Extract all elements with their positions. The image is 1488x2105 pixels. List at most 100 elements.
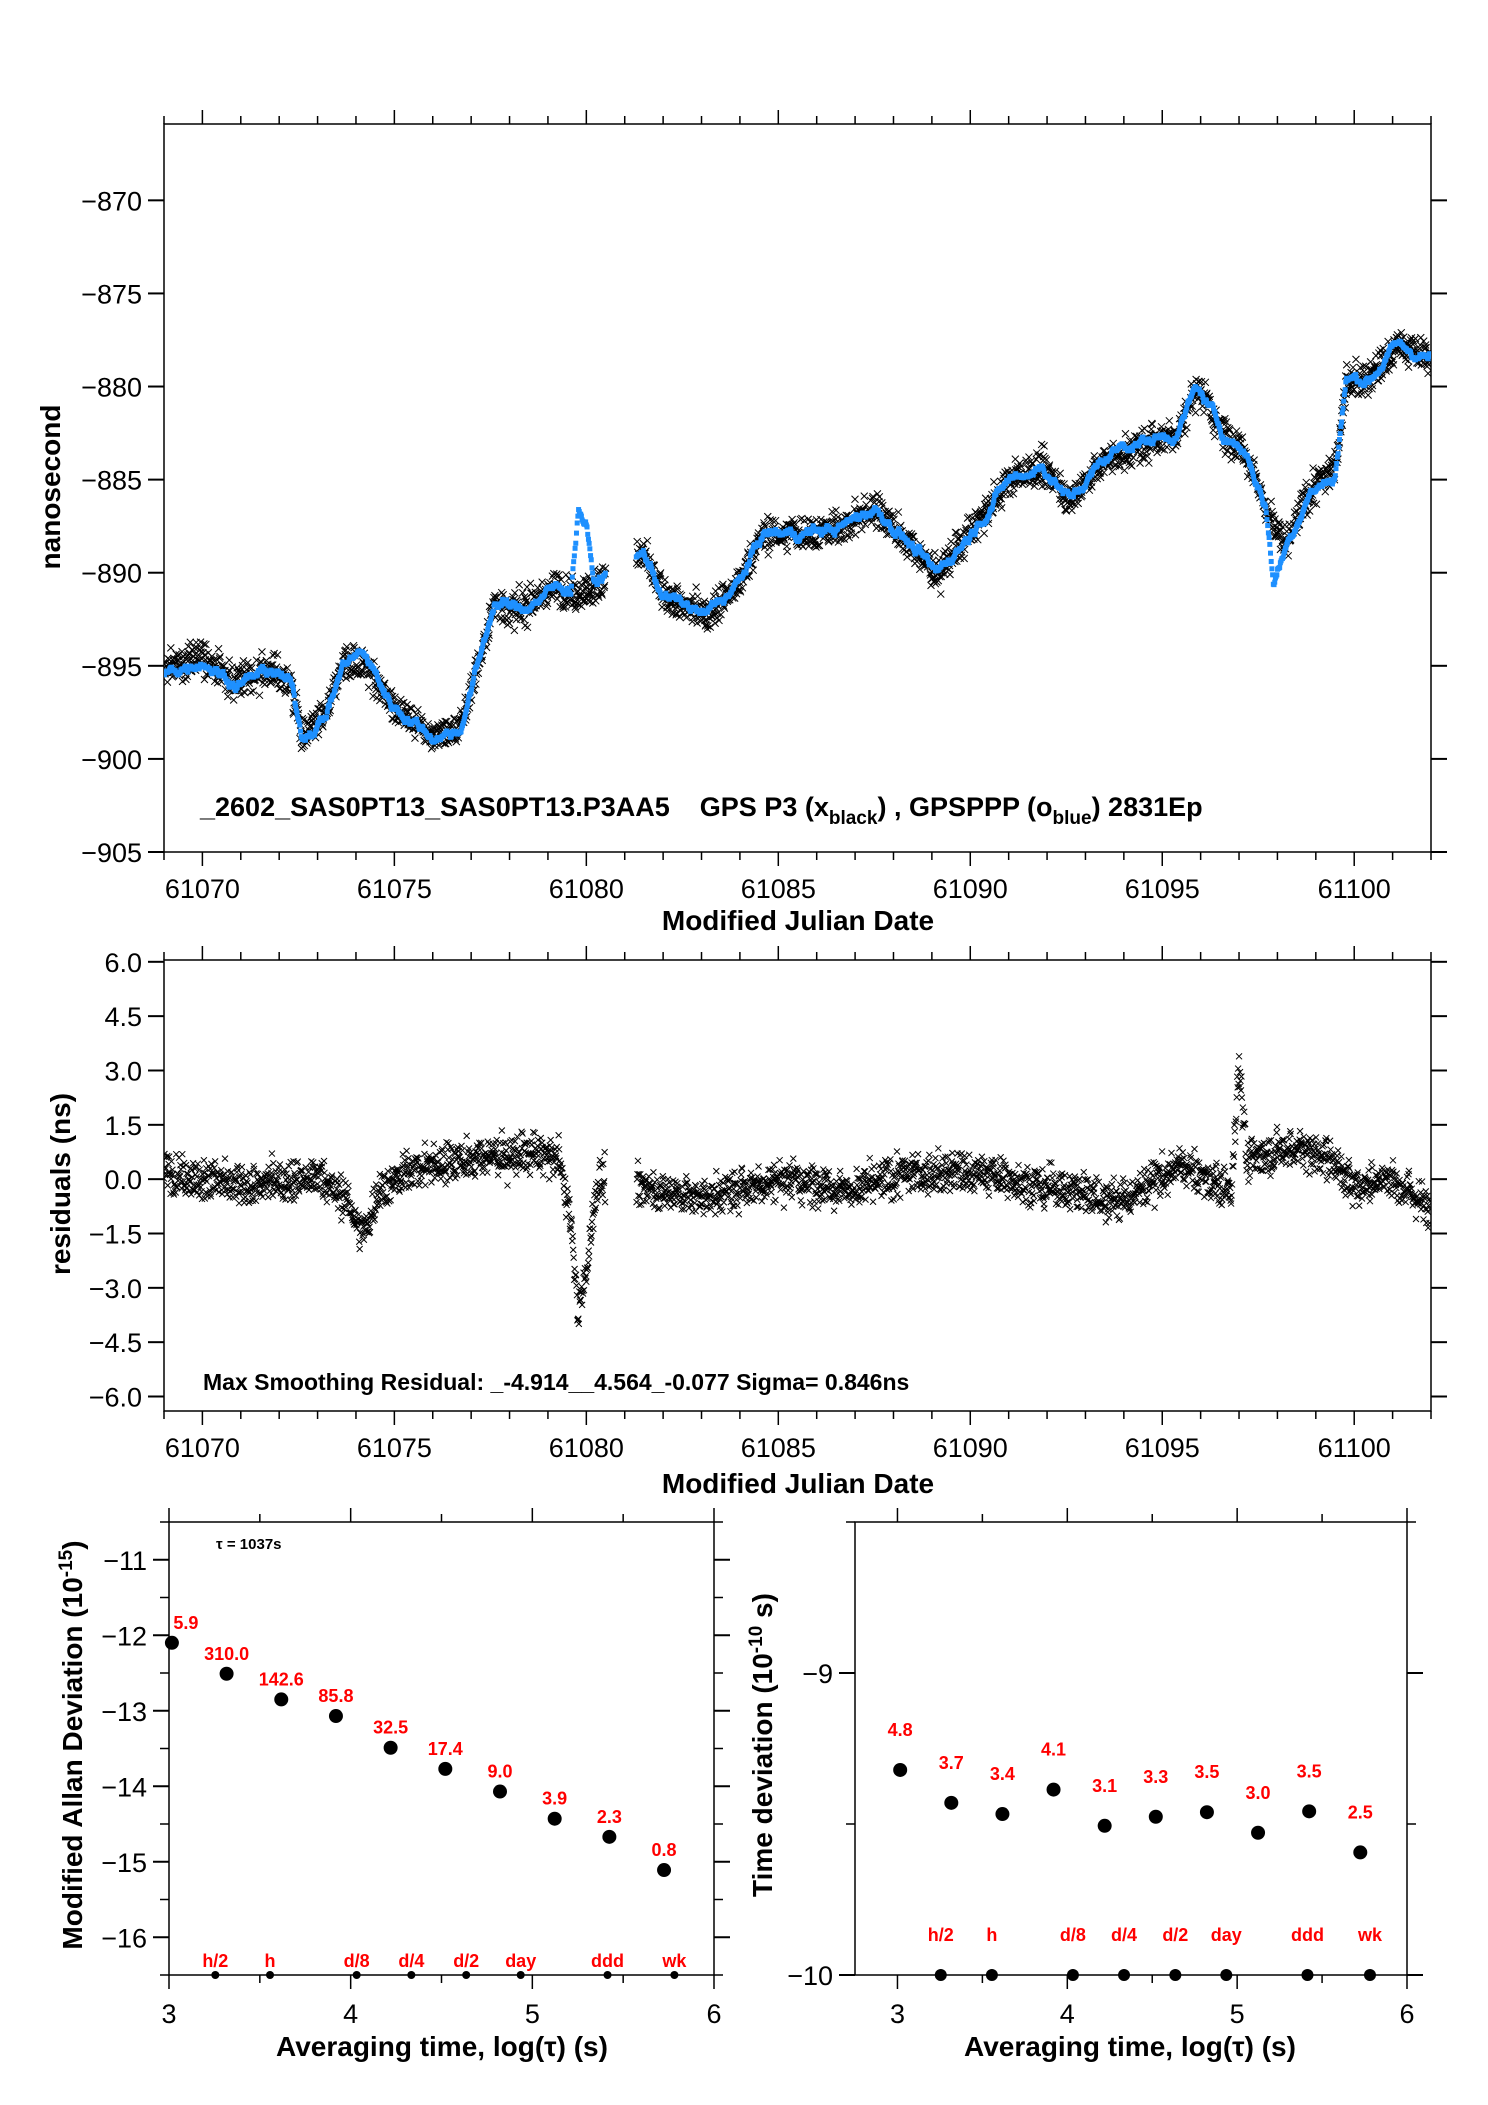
data-point xyxy=(577,602,586,611)
data-point xyxy=(164,1150,168,1158)
data-point xyxy=(478,651,484,657)
data-point xyxy=(763,512,772,521)
data-point xyxy=(487,620,493,626)
y-tick-label: −905 xyxy=(81,838,142,868)
data-point xyxy=(710,609,719,617)
data-point xyxy=(192,1164,200,1171)
data-point xyxy=(207,652,216,661)
data-point xyxy=(368,1190,376,1198)
data-point xyxy=(917,545,923,551)
data-point xyxy=(294,710,300,716)
data-point xyxy=(428,734,434,740)
data-point xyxy=(237,1182,245,1190)
data-point xyxy=(685,601,691,607)
data-point xyxy=(216,652,224,661)
y-tick-label: −6.0 xyxy=(89,1383,142,1413)
data-point xyxy=(1309,499,1318,508)
data-point xyxy=(1108,450,1114,456)
data-point xyxy=(973,535,982,544)
data-point xyxy=(899,531,905,537)
data-point xyxy=(217,1179,225,1186)
data-point xyxy=(1068,499,1077,508)
data-point xyxy=(573,599,582,608)
data-point xyxy=(643,536,652,545)
data-point xyxy=(1256,485,1262,491)
data-point xyxy=(1306,493,1312,499)
data-point xyxy=(291,1172,299,1180)
data-point xyxy=(756,543,762,549)
data-point xyxy=(264,1193,272,1201)
data-point xyxy=(1010,480,1019,488)
data-point xyxy=(318,1163,326,1170)
data-point xyxy=(538,578,547,586)
data-point xyxy=(1127,461,1136,470)
data-point xyxy=(554,571,563,579)
data-point xyxy=(857,525,866,534)
data-point xyxy=(325,1191,333,1199)
data-point xyxy=(1332,473,1338,479)
data-point xyxy=(815,541,824,550)
data-point xyxy=(1280,554,1286,560)
data-point xyxy=(1352,355,1360,364)
data-point xyxy=(218,661,226,670)
data-point xyxy=(302,737,308,743)
data-point xyxy=(1263,504,1269,510)
data-point xyxy=(1212,409,1218,415)
data-point xyxy=(1353,371,1359,377)
data-point xyxy=(291,1169,298,1177)
data-point xyxy=(471,675,477,681)
data-point xyxy=(1312,500,1321,509)
data-point xyxy=(889,510,897,519)
data-point xyxy=(344,1188,351,1196)
data-point xyxy=(661,575,669,584)
data-point xyxy=(1025,453,1033,461)
data-point xyxy=(688,617,697,626)
data-point xyxy=(375,1187,383,1195)
data-point xyxy=(1191,408,1200,417)
data-point xyxy=(1419,337,1428,345)
data-point xyxy=(170,1189,177,1197)
data-point xyxy=(1218,429,1224,435)
data-point xyxy=(1305,496,1311,502)
data-point xyxy=(1089,472,1095,478)
data-point xyxy=(1031,478,1040,487)
data-point xyxy=(279,1192,287,1199)
data-point xyxy=(989,505,995,511)
data-point xyxy=(260,1186,267,1194)
data-point xyxy=(890,515,898,524)
data-point xyxy=(171,1182,179,1190)
data-point xyxy=(1158,445,1166,454)
data-point xyxy=(165,1153,173,1160)
data-point xyxy=(1342,360,1351,369)
data-point xyxy=(387,1196,395,1204)
data-point xyxy=(305,1168,312,1176)
data-point xyxy=(1217,425,1223,431)
data-point xyxy=(1336,444,1342,450)
data-point xyxy=(797,537,803,543)
data-point xyxy=(640,547,646,553)
data-point xyxy=(1321,487,1330,496)
data-point xyxy=(749,549,755,555)
data-point xyxy=(1238,433,1247,441)
data-point xyxy=(824,536,833,544)
data-point xyxy=(221,1155,229,1163)
data-point xyxy=(1115,462,1123,471)
data-point xyxy=(316,720,322,726)
data-point xyxy=(1339,419,1345,425)
data-point xyxy=(511,588,519,597)
data-point xyxy=(972,509,981,518)
data-point xyxy=(875,492,884,501)
data-point xyxy=(1353,375,1359,381)
data-point xyxy=(527,607,533,613)
data-point xyxy=(292,700,298,706)
data-point xyxy=(783,547,792,556)
data-point xyxy=(188,645,197,654)
data-point xyxy=(877,499,886,507)
data-point xyxy=(1259,496,1265,502)
data-point xyxy=(497,588,506,597)
data-point xyxy=(1267,541,1273,547)
data-point xyxy=(1421,341,1430,349)
data-point xyxy=(1017,462,1026,471)
data-point xyxy=(1150,441,1156,447)
data-point xyxy=(717,610,725,619)
